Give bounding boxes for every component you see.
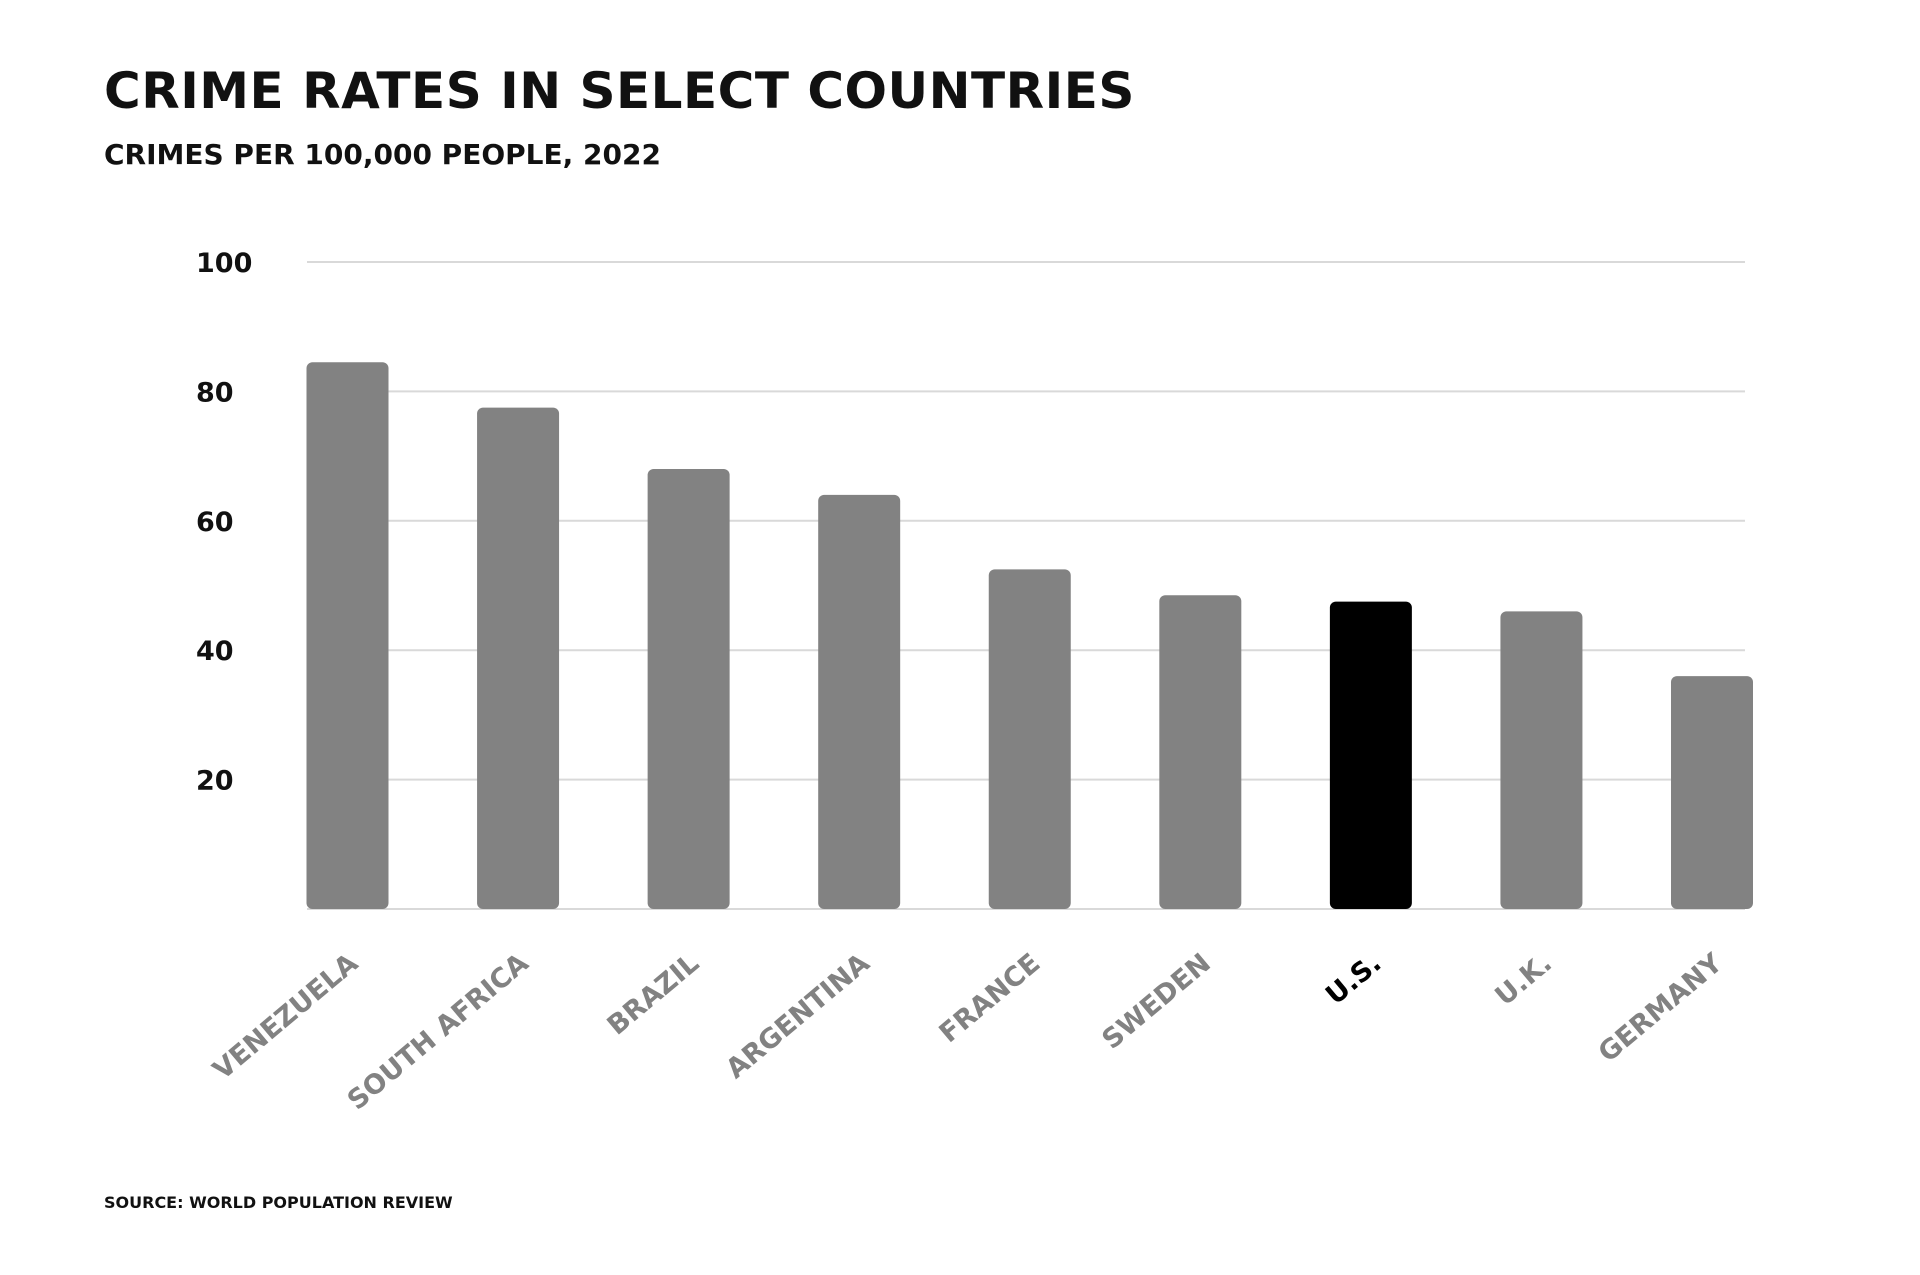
x-tick-label: GERMANY [1593, 947, 1729, 1068]
bar [1329, 601, 1412, 909]
y-tick-label: 40 [196, 636, 234, 667]
x-tick-label: U.K. [1489, 948, 1557, 1012]
bar [1671, 676, 1753, 909]
x-tick-label: SWEDEN [1096, 948, 1216, 1056]
chart-title: CRIME RATES IN SELECT COUNTRIES [104, 62, 1135, 120]
y-tick-label: 60 [196, 507, 234, 538]
bar [1500, 611, 1583, 909]
bar [988, 569, 1071, 909]
bar [818, 494, 901, 909]
y-tick-label: 80 [196, 377, 234, 408]
bar [477, 407, 560, 909]
x-tick-label: VENEZUELA [207, 948, 364, 1087]
x-tick-label: BRAZIL [602, 948, 706, 1042]
bar [1159, 595, 1242, 909]
y-tick-label: 20 [196, 766, 234, 797]
bars [306, 362, 1753, 909]
bar [647, 469, 730, 909]
x-tick-label: FRANCE [934, 948, 1047, 1050]
chart-subtitle: CRIMES PER 100,000 PEOPLE, 2022 [104, 138, 661, 171]
x-tick-label: SOUTH AFRICA [342, 948, 535, 1117]
y-axis-ticks: 20 40 60 80 100 [196, 248, 252, 797]
y-tick-label: 100 [196, 248, 252, 279]
x-tick-label: ARGENTINA [720, 948, 875, 1085]
chart-source: SOURCE: WORLD POPULATION REVIEW [104, 1193, 453, 1212]
bar [306, 362, 389, 909]
x-tick-label: U.S. [1320, 948, 1387, 1012]
